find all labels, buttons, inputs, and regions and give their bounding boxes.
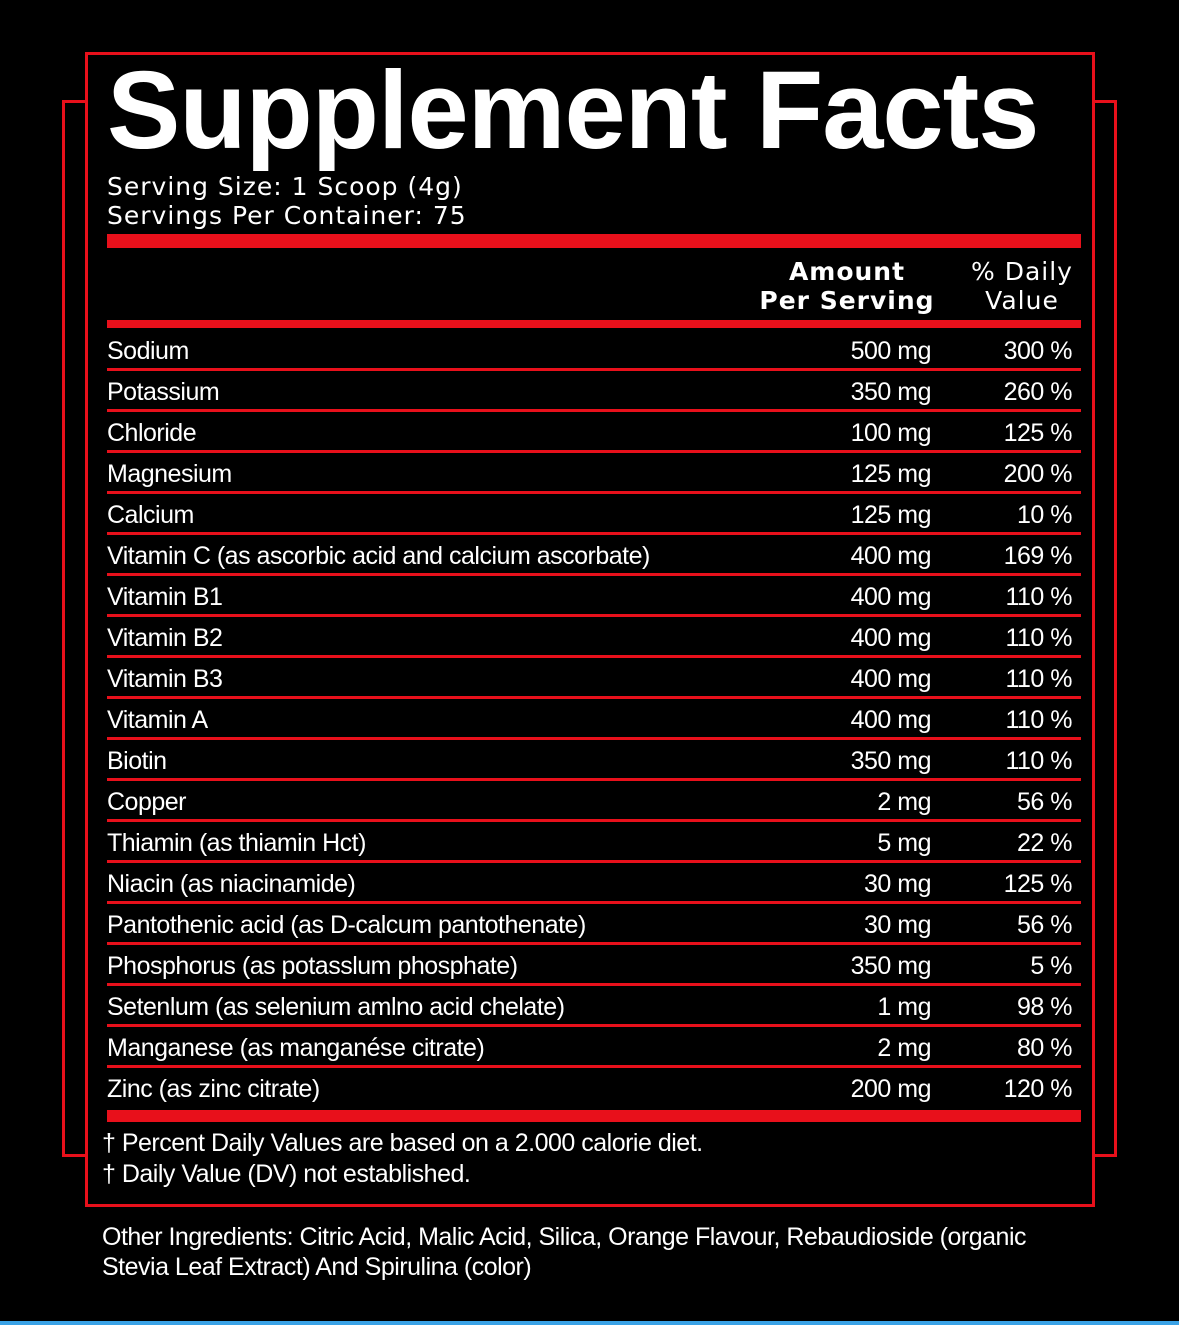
nutrient-name: Biotin	[107, 747, 167, 775]
nutrient-amount: 125 mg	[850, 460, 932, 488]
nutrient-amount: 2 mg	[877, 1034, 931, 1062]
bottom-edge-line	[0, 1321, 1179, 1325]
nutrient-row: Biotin 350 mg 110 %	[107, 740, 1081, 781]
nutrient-row: Pantothenic acid (as D-calcum pantothena…	[107, 904, 1081, 945]
nutrient-name: Setenlum (as selenium amlno acid chelate…	[107, 993, 565, 1021]
nutrient-daily-value: 56 %	[1017, 911, 1072, 939]
nutrient-row: Potassium 350 mg 260 %	[107, 371, 1081, 412]
amount-header-line2: Per Serving	[759, 286, 935, 315]
nutrient-row: Zinc (as zinc citrate) 200 mg 120 %	[107, 1068, 1081, 1109]
nutrient-row: Magnesium 125 mg 200 %	[107, 453, 1081, 494]
left-bracket-decoration	[62, 100, 86, 1157]
amount-per-serving-header: Amount Per Serving	[757, 257, 937, 315]
nutrient-row: Vitamin B3 400 mg 110 %	[107, 658, 1081, 699]
daily-value-header: % Daily Value	[957, 257, 1087, 315]
bottom-thick-divider	[107, 1110, 1081, 1122]
amount-header-line1: Amount	[788, 257, 906, 286]
top-thick-divider	[107, 234, 1081, 248]
nutrient-daily-value: 80 %	[1017, 1034, 1072, 1062]
nutrient-amount: 100 mg	[850, 419, 932, 447]
nutrient-name: Calcium	[107, 501, 194, 529]
dv-header-line2: Value	[985, 286, 1059, 315]
nutrient-name: Vitamin A	[107, 706, 208, 734]
nutrient-row: Vitamin C (as ascorbic acid and calcium …	[107, 535, 1081, 576]
nutrient-daily-value: 98 %	[1017, 993, 1072, 1021]
nutrient-row: Phosphorus (as potasslum phosphate) 350 m…	[107, 945, 1081, 986]
nutrient-name: Vitamin B3	[107, 665, 223, 693]
nutrient-amount: 350 mg	[850, 378, 932, 406]
nutrient-name: Phosphorus (as potasslum phosphate)	[107, 952, 518, 980]
nutrient-name: Potassium	[107, 378, 220, 406]
facts-panel-border	[85, 52, 1095, 1207]
nutrient-amount: 350 mg	[850, 747, 932, 775]
nutrient-name: Sodium	[107, 337, 189, 365]
nutrient-row: Thiamin (as thiamin Hct) 5 mg 22 %	[107, 822, 1081, 863]
nutrient-amount: 2 mg	[877, 788, 931, 816]
nutrient-amount: 30 mg	[864, 870, 931, 898]
nutrient-daily-value: 110 %	[1005, 624, 1072, 652]
nutrient-row: Vitamin B1 400 mg 110 %	[107, 576, 1081, 617]
nutrient-row: Vitamin A 400 mg 110 %	[107, 699, 1081, 740]
nutrient-daily-value: 110 %	[1005, 747, 1072, 775]
nutrient-amount: 30 mg	[864, 911, 931, 939]
nutrient-daily-value: 200 %	[1003, 460, 1073, 488]
nutrient-row: Manganese (as manganése citrate) 2 mg 80 %	[107, 1027, 1081, 1068]
footnote-dv-not-established: † Daily Value (DV) not established.	[102, 1160, 471, 1188]
nutrient-name: Vitamin C (as ascorbic acid and calcium …	[107, 542, 650, 570]
nutrient-amount: 400 mg	[850, 542, 932, 570]
nutrient-daily-value: 5 %	[1030, 952, 1072, 980]
nutrient-row: Vitamin B2 400 mg 110 %	[107, 617, 1081, 658]
nutrient-name: Zinc (as zinc citrate)	[107, 1075, 320, 1103]
nutrient-name: Magnesium	[107, 460, 232, 488]
nutrient-daily-value: 110 %	[1005, 665, 1072, 693]
nutrient-daily-value: 56 %	[1017, 788, 1072, 816]
nutrient-name: Vitamin B2	[107, 624, 223, 652]
nutrient-daily-value: 22 %	[1017, 829, 1072, 857]
nutrient-amount: 5 mg	[877, 829, 931, 857]
nutrient-amount: 400 mg	[850, 706, 932, 734]
nutrient-name: Niacin (as niacinamide)	[107, 870, 356, 898]
nutrient-name: Copper	[107, 788, 187, 816]
nutrient-row: Chloride 100 mg 125 %	[107, 412, 1081, 453]
nutrient-amount: 125 mg	[850, 501, 932, 529]
nutrient-daily-value: 125 %	[1003, 419, 1073, 447]
nutrient-daily-value: 120 %	[1003, 1075, 1073, 1103]
nutrient-daily-value: 110 %	[1005, 706, 1072, 734]
nutrient-name: Manganese (as manganése citrate)	[107, 1034, 485, 1062]
nutrient-row: Calcium 125 mg 10 %	[107, 494, 1081, 535]
nutrient-amount: 400 mg	[850, 624, 932, 652]
nutrient-amount: 400 mg	[850, 665, 932, 693]
nutrient-row: Copper 2 mg 56 %	[107, 781, 1081, 822]
nutrient-daily-value: 110 %	[1005, 583, 1072, 611]
serving-info: Serving Size: 1 Scoop (4g) Servings Per …	[107, 172, 467, 230]
dv-header-line1: % Daily	[971, 257, 1073, 286]
label-title: Supplement Facts	[107, 49, 1039, 172]
nutrient-row: Setenlum (as selenium amlno acid chelate…	[107, 986, 1081, 1027]
nutrient-amount: 200 mg	[850, 1075, 932, 1103]
nutrient-daily-value: 260 %	[1003, 378, 1073, 406]
servings-per-container: Servings Per Container: 75	[107, 201, 467, 230]
nutrient-amount: 1 mg	[877, 993, 931, 1021]
nutrient-table: Sodium 500 mg 300 % Potassium 350 mg 260 % Chl…	[107, 330, 1081, 1109]
nutrient-amount: 400 mg	[850, 583, 932, 611]
footnotes: † Percent Daily Values are based on a 2.…	[102, 1128, 703, 1190]
right-bracket-decoration	[1094, 100, 1117, 1157]
nutrient-amount: 500 mg	[850, 337, 932, 365]
footnote-daily-values: † Percent Daily Values are based on a 2.…	[102, 1129, 703, 1157]
nutrient-name: Pantothenic acid (as D-calcum pantothena…	[107, 911, 586, 939]
header-divider	[107, 320, 1081, 328]
nutrient-daily-value: 300 %	[1003, 337, 1073, 365]
nutrient-daily-value: 125 %	[1003, 870, 1073, 898]
nutrient-daily-value: 169 %	[1003, 542, 1073, 570]
nutrient-row: Sodium 500 mg 300 %	[107, 330, 1081, 371]
serving-size: Serving Size: 1 Scoop (4g)	[107, 172, 463, 201]
nutrient-daily-value: 10 %	[1017, 501, 1072, 529]
nutrient-name: Vitamin B1	[107, 583, 223, 611]
nutrient-name: Chloride	[107, 419, 197, 447]
nutrient-row: Niacin (as niacinamide) 30 mg 125 %	[107, 863, 1081, 904]
nutrient-name: Thiamin (as thiamin Hct)	[107, 829, 366, 857]
nutrient-amount: 350 mg	[850, 952, 932, 980]
other-ingredients: Other Ingredients: Citric Acid, Malic Ac…	[102, 1223, 1027, 1281]
